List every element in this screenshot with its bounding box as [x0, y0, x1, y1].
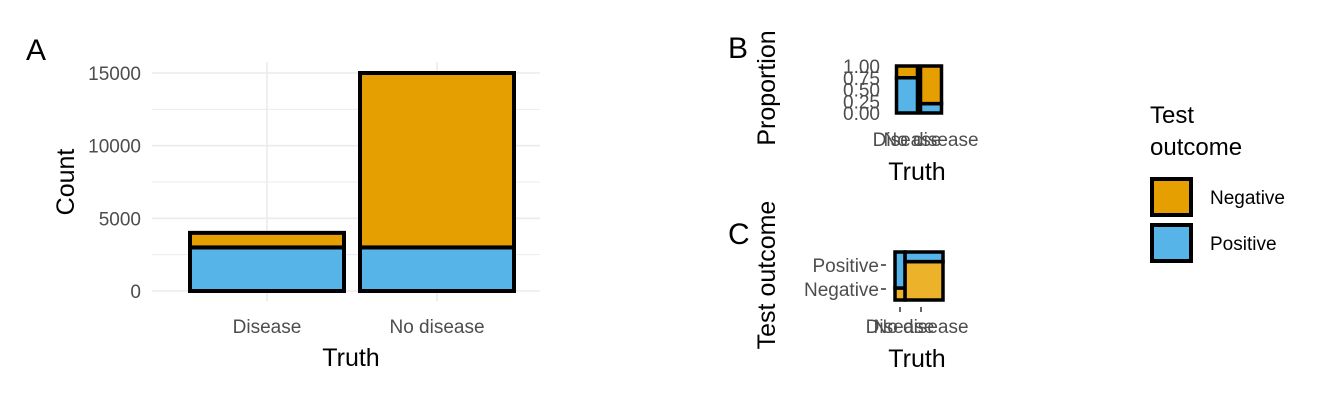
legend: Test outcome Negative Positive — [1150, 102, 1285, 263]
panel-a-y-tick-label: 0 — [130, 282, 141, 303]
panel-b-label: B — [728, 32, 748, 65]
panel-a-x-axis-title: Truth — [322, 344, 379, 372]
panel-c-y-tick-label: Positive — [812, 256, 879, 277]
panel-c-label: C — [728, 218, 750, 251]
legend-label-positive: Positive — [1210, 234, 1277, 255]
panel-a-bars — [188, 71, 516, 293]
legend-key-negative — [1150, 177, 1193, 217]
bar-negative-disease — [894, 64, 920, 80]
panel-b-y-tick-label: 0.00 — [843, 104, 880, 125]
panel-a-y-tick-label: 5000 — [99, 209, 141, 230]
panel-a-y-tick-label: 10000 — [88, 137, 141, 158]
legend-title-line2: outcome — [1150, 134, 1242, 161]
panel-c-y-tick-label: Negative — [804, 280, 879, 301]
panel-b-y-tick-label: 0.75 — [843, 69, 880, 90]
panel-b-x-tick-label: No disease — [883, 130, 978, 151]
bar-positive-disease — [894, 76, 920, 115]
panel-b-y-ticks: 0.000.250.500.751.00 — [843, 57, 880, 125]
panel-b-y-axis-title: Proportion — [753, 30, 781, 145]
panel-c-x-tick-label: No disease — [873, 317, 968, 338]
bar-negative-disease — [188, 230, 346, 250]
panel-a-label: A — [26, 34, 46, 67]
panel-c-x-tick-label: Disease — [866, 317, 935, 338]
panel-a-y-axis-title: Count — [52, 149, 80, 216]
bar-positive-disease — [188, 245, 346, 293]
panel-a-y-ticks: 0 5000 10000 15000 — [88, 64, 141, 303]
panel-a-y-tick-label: 15000 — [88, 64, 141, 85]
panel-b-x-tick-label: Disease — [873, 130, 942, 151]
legend-key-positive — [1150, 223, 1193, 263]
panel-b-y-tick-label: 0.50 — [843, 81, 880, 102]
panel-b-y-tick-label: 0.25 — [843, 92, 880, 113]
panel-a-x-tick-label: Disease — [233, 317, 302, 338]
panel-c-y-axis-title: Test outcome — [753, 201, 781, 350]
bar-negative-no-disease — [918, 64, 944, 106]
panel-a-x-tick-label: No disease — [389, 317, 484, 338]
panel-c-tiles — [893, 250, 945, 302]
panel-b-bars — [894, 64, 944, 115]
tile-negative-no-disease — [903, 259, 945, 302]
panel-a: A 0 5000 10000 15000 Disease No disease Trut… — [26, 34, 540, 372]
panel-b-y-tick-label: 1.00 — [843, 57, 880, 78]
panel-c-y-ticks: Negative Positive — [804, 256, 886, 301]
panel-c-x-axis-title: Truth — [888, 345, 945, 373]
panel-a-x-ticks: Disease No disease — [233, 317, 485, 338]
bar-negative-no-disease — [358, 71, 516, 250]
panel-b-x-axis-title: Truth — [888, 158, 945, 186]
legend-items: Negative Positive — [1150, 177, 1285, 263]
legend-label-negative: Negative — [1210, 188, 1285, 209]
bar-positive-no-disease — [358, 245, 516, 293]
legend-title-line1: Test — [1150, 102, 1194, 129]
tile-positive-no-disease — [903, 250, 945, 264]
